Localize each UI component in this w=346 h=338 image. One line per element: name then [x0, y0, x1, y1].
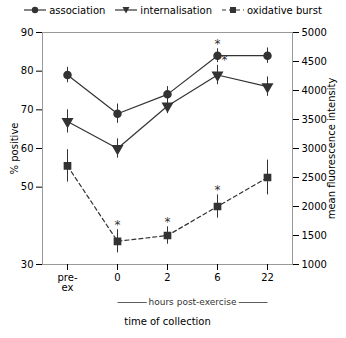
svg-text:mean fluorescence intensity: mean fluorescence intensity	[326, 78, 337, 220]
svg-text:% positive: % positive	[9, 123, 20, 175]
svg-text:30: 30	[21, 259, 34, 270]
svg-text:pre-ex: pre-ex	[58, 272, 78, 293]
svg-text:*: *	[222, 53, 228, 67]
svg-text:60: 60	[21, 143, 34, 154]
svg-text:3500: 3500	[302, 114, 327, 125]
svg-text:*: *	[115, 218, 121, 232]
svg-text:1500: 1500	[302, 230, 327, 241]
svg-text:time of collection: time of collection	[124, 316, 211, 327]
svg-text:80: 80	[21, 65, 34, 76]
svg-text:4000: 4000	[302, 85, 327, 96]
svg-text:2: 2	[164, 272, 170, 283]
svg-text:hours post-exercise: hours post-exercise	[149, 297, 237, 307]
html-text:internalisation: internalisation	[140, 4, 212, 16]
svg-text:5000: 5000	[302, 27, 327, 38]
svg-text:*: *	[215, 37, 221, 51]
svg-text:2500: 2500	[302, 172, 327, 183]
svg-text:*: *	[215, 183, 221, 197]
svg-text:1000: 1000	[302, 259, 327, 270]
svg-text:0: 0	[114, 272, 120, 283]
html-text:oxidative burst: oxidative burst	[247, 4, 322, 16]
svg-text:*: *	[165, 215, 171, 229]
svg-text:70: 70	[21, 104, 34, 115]
svg-text:2000: 2000	[302, 201, 327, 212]
svg-text:50: 50	[21, 181, 34, 192]
svg-text:90: 90	[21, 27, 34, 38]
svg-text:6: 6	[214, 272, 220, 283]
svg-text:22: 22	[261, 272, 274, 283]
html-text:association: association	[49, 4, 106, 16]
svg-text:3000: 3000	[302, 143, 327, 154]
svg-text:4500: 4500	[302, 56, 327, 67]
